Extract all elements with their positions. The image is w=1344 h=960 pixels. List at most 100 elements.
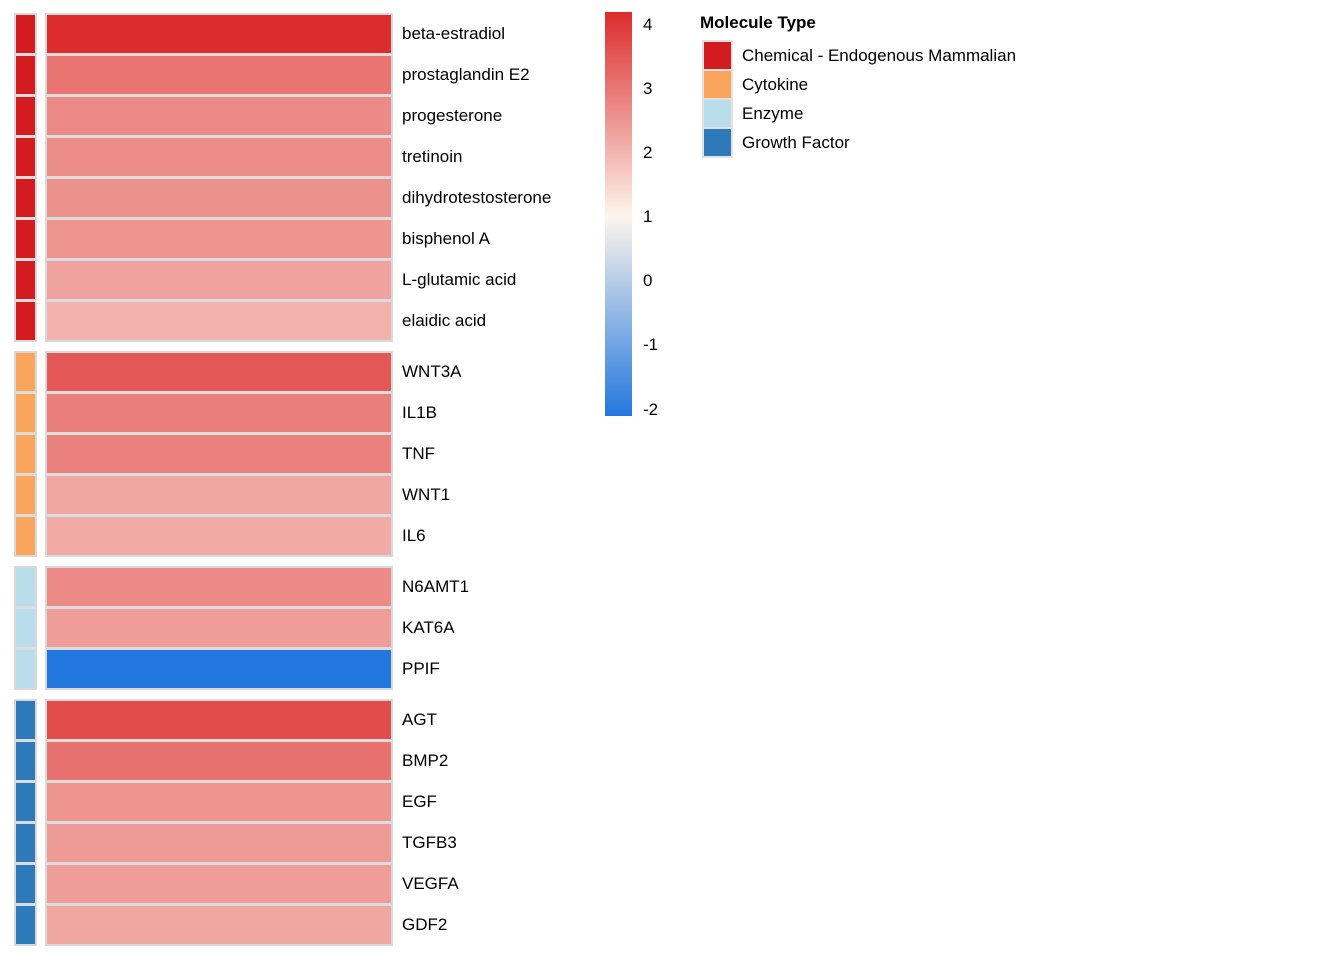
colorbar-tick-label: 2 xyxy=(643,143,653,163)
colorbar-tick-label: 3 xyxy=(643,78,653,98)
molecule-label: bisphenol A xyxy=(402,229,490,248)
heatmap-body: beta-estradiol prostaglandin E2 progestero… xyxy=(14,13,551,955)
molecule-label: prostaglandin E2 xyxy=(402,65,530,84)
molecule-group: beta-estradiol prostaglandin E2 progestero… xyxy=(14,13,551,342)
molecule-type-indicator xyxy=(16,56,35,94)
heatmap-cell xyxy=(47,220,391,258)
molecule-type-indicator xyxy=(16,435,35,473)
legend-item: Chemical - Endogenous Mammalian xyxy=(702,40,1016,71)
heatmap-cell xyxy=(47,353,391,391)
molecule-type-indicator xyxy=(16,701,35,739)
molecule-type-indicator xyxy=(16,517,35,555)
molecule-label-column: N6AMT1 KAT6A PPIF xyxy=(402,566,469,688)
heatmap-cell xyxy=(47,824,391,862)
colorbar-tick-label: 0 xyxy=(643,271,653,291)
legend-item: Cytokine xyxy=(702,69,1016,100)
heatmap-cell xyxy=(47,261,391,299)
molecule-label: progesterone xyxy=(402,106,503,125)
molecule-type-indicator xyxy=(16,97,35,135)
legend-item-label: Chemical - Endogenous Mammalian xyxy=(742,45,1017,65)
heatmap-cell xyxy=(47,650,391,688)
molecule-group: AGT BMP2 EGF TGFB3 VEGFA GDF2 xyxy=(14,699,551,946)
molecule-label: KAT6A xyxy=(402,618,455,637)
molecule-label: GDF2 xyxy=(402,915,448,934)
molecule-label-column: beta-estradiol prostaglandin E2 progestero… xyxy=(402,13,551,340)
legend-title: Molecule Type xyxy=(700,13,816,32)
heatmap-cell-column xyxy=(45,351,393,557)
heatmap-cell xyxy=(47,742,391,780)
heatmap-cell xyxy=(47,97,391,135)
colorbar-tick-label: -1 xyxy=(643,335,659,355)
molecule-type-indicator xyxy=(16,261,35,299)
molecule-type-indicator xyxy=(16,906,35,944)
molecule-type-indicator xyxy=(16,650,35,688)
heatmap-cell xyxy=(47,15,391,53)
molecule-type-indicator xyxy=(16,476,35,514)
colorbar-tick-label: 1 xyxy=(643,207,653,227)
type-indicator-column xyxy=(14,699,37,946)
heatmap-cell-column xyxy=(45,699,393,946)
molecule-type-indicator xyxy=(16,609,35,647)
molecule-label: N6AMT1 xyxy=(402,577,470,596)
molecule-type-indicator xyxy=(16,568,35,606)
heatmap-cell-column xyxy=(45,13,393,342)
molecule-type-indicator xyxy=(16,179,35,217)
legend-item: Enzyme xyxy=(702,98,1016,129)
molecule-type-indicator xyxy=(16,394,35,432)
molecule-label: WNT1 xyxy=(402,485,451,504)
legend-key-swatch xyxy=(702,98,733,129)
heatmap-cell xyxy=(47,179,391,217)
molecule-type-indicator xyxy=(16,138,35,176)
molecule-label: IL1B xyxy=(402,403,437,422)
heatmap-cell xyxy=(47,609,391,647)
molecule-label: TNF xyxy=(402,444,436,463)
heatmap-cell xyxy=(47,435,391,473)
molecule-type-indicator xyxy=(16,824,35,862)
molecule-type-indicator xyxy=(16,783,35,821)
molecule-label: IL6 xyxy=(402,526,426,545)
heatmap-cell xyxy=(47,302,391,340)
molecule-label: beta-estradiol xyxy=(402,24,506,43)
legend-item-label: Enzyme xyxy=(742,103,804,123)
legend-key-swatch xyxy=(702,69,733,100)
heatmap-cell xyxy=(47,56,391,94)
heatmap-cell xyxy=(47,701,391,739)
colorbar-tick-label: -2 xyxy=(643,399,659,419)
type-indicator-column xyxy=(14,13,37,342)
molecule-label: elaidic acid xyxy=(402,311,487,330)
heatmap-cell xyxy=(47,517,391,555)
heatmap-cell xyxy=(47,865,391,903)
legend-item-label: Growth Factor xyxy=(742,132,850,152)
heatmap-cell xyxy=(47,138,391,176)
molecule-label: dihydrotestosterone xyxy=(402,188,552,207)
molecule-group: N6AMT1 KAT6A PPIF xyxy=(14,566,551,690)
type-indicator-column xyxy=(14,566,37,690)
molecule-label: EGF xyxy=(402,792,437,811)
molecule-label: WNT3A xyxy=(402,362,462,381)
legend-key-swatch xyxy=(702,40,733,71)
colorbar-tick-label: 4 xyxy=(643,14,653,34)
legend-item: Growth Factor xyxy=(702,127,1016,158)
molecule-label-column: WNT3A IL1B TNF WNT1 IL6 xyxy=(402,351,462,555)
heatmap-cell xyxy=(47,783,391,821)
molecule-label: L-glutamic acid xyxy=(402,270,517,289)
molecule-label: tretinoin xyxy=(402,147,463,166)
molecule-type-indicator xyxy=(16,302,35,340)
molecule-label-column: AGT BMP2 EGF TGFB3 VEGFA GDF2 xyxy=(402,699,459,944)
molecule-group: WNT3A IL1B TNF WNT1 IL6 xyxy=(14,351,551,557)
type-indicator-column xyxy=(14,351,37,557)
heatmap-cell xyxy=(47,476,391,514)
molecule-type-indicator xyxy=(16,220,35,258)
colorbar-gradient xyxy=(605,12,632,416)
molecule-type-indicator xyxy=(16,353,35,391)
molecule-label: VEGFA xyxy=(402,874,459,893)
colorbar: 4 3 2 1 0 -1 -2 xyxy=(605,12,695,419)
heatmap-cell xyxy=(47,568,391,606)
molecule-label: AGT xyxy=(402,710,437,729)
molecule-type-indicator xyxy=(16,865,35,903)
molecule-type-indicator xyxy=(16,742,35,780)
molecule-label: BMP2 xyxy=(402,751,449,770)
molecule-label: TGFB3 xyxy=(402,833,457,852)
heatmap-cell-column xyxy=(45,566,393,690)
molecule-type-indicator xyxy=(16,15,35,53)
